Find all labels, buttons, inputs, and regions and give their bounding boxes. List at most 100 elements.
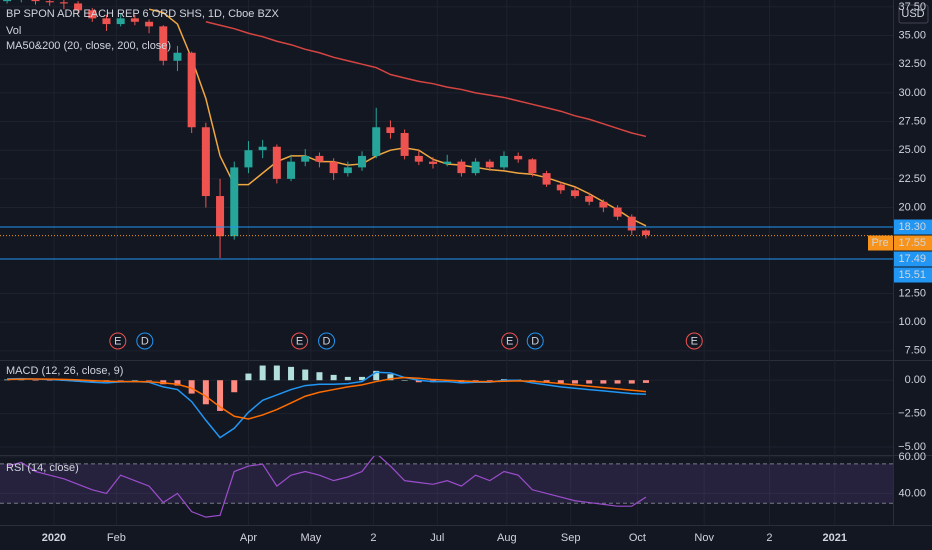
macd-histogram-bar — [359, 376, 366, 381]
macd-histogram-bar — [32, 380, 39, 381]
macd-histogram-bar — [117, 380, 124, 381]
candle-body — [272, 146, 281, 179]
x-tick-label: 2021 — [823, 532, 847, 544]
macd-histogram-bar — [401, 380, 408, 381]
event-marker — [318, 332, 336, 350]
candle-body — [159, 26, 168, 61]
y-tick-label: 32.50 — [898, 58, 926, 70]
symbol-title: BP SPON ADR EACH REP 6 ORD SHS, 1D, Cboe… — [6, 8, 280, 20]
macd-histogram-bar — [217, 380, 224, 411]
currency-box[interactable] — [898, 4, 929, 24]
event-marker — [291, 332, 309, 350]
x-tick-label: May — [301, 532, 322, 544]
macd-histogram-bar — [259, 365, 266, 381]
macd-histogram-bar — [614, 380, 621, 384]
macd-histogram-bar — [600, 380, 607, 384]
candle-body — [613, 207, 622, 217]
rsi-label: RSI (14, close) — [6, 462, 79, 474]
macd-histogram-bar — [571, 380, 578, 384]
candle-body — [443, 161, 452, 164]
candle-body — [372, 127, 381, 156]
macd-pane — [4, 365, 649, 439]
candle-body — [485, 161, 494, 168]
macd-histogram-bar — [557, 380, 564, 384]
x-tick-label: 2 — [370, 532, 376, 544]
macd-histogram-bar — [387, 374, 394, 381]
candle-body — [258, 146, 267, 151]
candle-body — [88, 10, 97, 19]
candle-body — [216, 196, 225, 237]
candle-body — [145, 21, 154, 27]
candle-body — [244, 150, 253, 168]
y-tick-label: 0.00 — [905, 374, 926, 386]
macd-histogram-bar — [46, 380, 53, 381]
candle-body — [59, 2, 68, 4]
price-tag — [894, 235, 932, 251]
candle-body — [585, 196, 594, 202]
tag-badge-label: Pre — [871, 237, 888, 249]
macd-histogram-bar — [330, 374, 337, 381]
candle-body — [201, 127, 210, 197]
x-tick-label: Apr — [240, 532, 257, 544]
y-tick-label: 35.00 — [898, 29, 926, 41]
event-marker — [136, 332, 154, 350]
candle-body — [641, 230, 650, 236]
y-tick-label: −5.00 — [898, 441, 926, 453]
x-tick-label: 2 — [766, 532, 772, 544]
candle-body — [102, 18, 111, 25]
macd-histogram-bar — [174, 380, 181, 386]
x-tick-label: Oct — [629, 532, 646, 544]
candle-body — [386, 127, 395, 133]
macd-histogram-bar — [316, 372, 323, 381]
candle-body — [130, 18, 139, 22]
candle-body — [599, 201, 608, 208]
macd-label: MACD (12, 26, close, 9) — [6, 365, 123, 377]
candle-body — [499, 155, 508, 168]
macd-histogram-bar — [415, 380, 422, 383]
candle-body — [457, 161, 466, 174]
candle-body — [31, 0, 40, 2]
moving-average — [205, 21, 647, 138]
event-marker — [685, 332, 703, 350]
y-tick-label: −2.50 — [898, 408, 926, 420]
macd-histogram-bar — [273, 365, 280, 381]
x-tick-label: Feb — [107, 532, 126, 544]
marks — [0, 0, 893, 518]
macd-histogram-bar — [486, 380, 493, 381]
candle-body — [45, 1, 54, 3]
y-tick-label: 30.00 — [898, 87, 926, 99]
x-tick-label: Aug — [497, 532, 517, 544]
price-tag-label: 15.51 — [898, 269, 926, 281]
macd-histogram-bar — [344, 376, 351, 381]
candle-body — [329, 161, 338, 174]
price-pane — [0, 0, 893, 260]
y-tick-label: 25.00 — [898, 144, 926, 156]
macd-histogram-bar — [188, 380, 195, 394]
candle-body — [400, 132, 409, 156]
macd-histogram-bar — [642, 380, 649, 383]
signal-line — [7, 376, 647, 420]
candle-body — [528, 159, 537, 174]
price-tag-label: 17.55 — [898, 237, 926, 249]
candle-body — [556, 184, 565, 191]
event-label: D — [141, 335, 149, 347]
price-tag — [894, 267, 932, 283]
macd-histogram-bar — [146, 380, 153, 381]
macd-histogram-bar — [231, 380, 238, 393]
candle-body — [429, 161, 438, 164]
candle-body — [514, 155, 523, 160]
event-marker — [109, 332, 127, 350]
y-tick-label: 10.00 — [898, 316, 926, 328]
candle-body — [230, 167, 239, 237]
candle-body — [627, 216, 636, 231]
event-marker — [526, 332, 544, 350]
overlay: BP SPON ADR EACH REP 6 ORD SHS, 1D, Cboe… — [6, 1, 932, 544]
y-tick-label: 22.50 — [898, 173, 926, 185]
y-tick-label: 27.50 — [898, 115, 926, 127]
rsi-band — [0, 463, 893, 504]
candle-body — [315, 155, 324, 162]
currency[interactable]: USD — [901, 8, 924, 20]
event-label: E — [296, 335, 303, 347]
